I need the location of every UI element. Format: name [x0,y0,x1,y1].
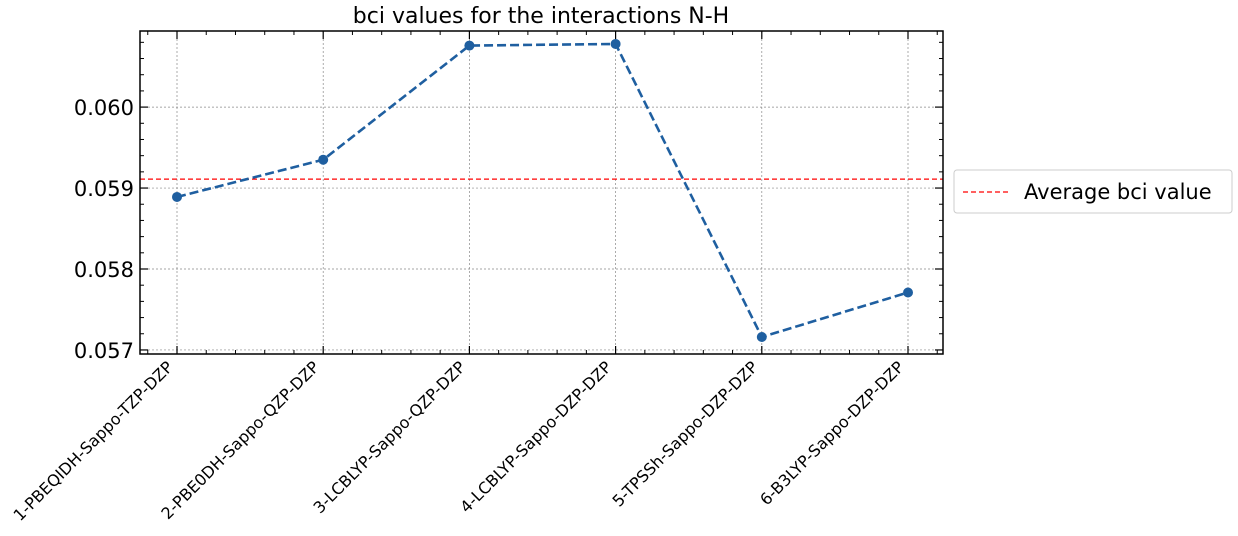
axis-ticks [140,31,943,354]
y-tick-label: 0.060 [74,96,134,120]
plot-frame [139,30,944,355]
y-tick-label: 0.057 [74,339,134,363]
grid [140,31,943,354]
y-tick-label: 0.059 [74,177,134,201]
data-point [464,40,475,51]
data-point [903,287,913,298]
data-point [172,191,182,202]
legend-label: Average bci value [1024,180,1212,204]
x-tick-label: 4-LCBLYP-Sappo-DZP-DZP [456,357,615,516]
x-tick-label: 3-LCBLYP-Sappo-QZP-DZP [309,357,469,517]
x-tick-label: 2-PBE0DH-Sappo-QZP-DZP [157,357,323,523]
legend-box [953,169,1233,214]
y-tick-labels: 0.057 0.058 0.059 0.060 [74,96,134,363]
x-tick-label: 5-TPSSh-Sappo-DZP-DZP [609,357,762,510]
x-tick-label: 6-B3LYP-Sappo-DZP-DZP [756,357,908,509]
legend: Average bci value [953,169,1233,214]
x-tick-label: 1-PBEQIDH-Sappo-TZP-DZP [10,357,177,524]
data-point [318,154,329,165]
x-tick-labels: 1-PBEQIDH-Sappo-TZP-DZP2-PBE0DH-Sappo-QZ… [10,357,908,525]
series-line [176,42,909,339]
data-point [610,38,621,49]
data-point [756,332,767,342]
data-points [172,38,913,342]
y-tick-label: 0.058 [74,258,134,282]
chart-title: bci values for the interactions N-H [353,4,729,29]
